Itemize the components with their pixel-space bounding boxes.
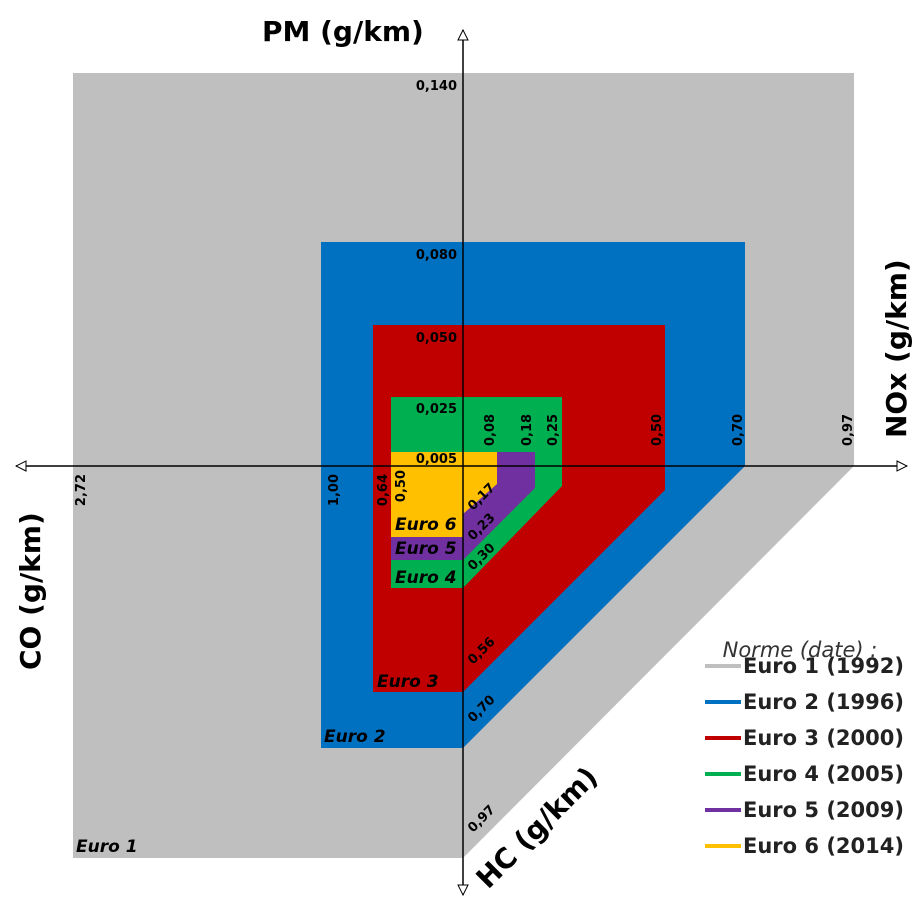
euro-3-label: Euro 3 [377, 672, 439, 692]
legend-label-euro-1: Euro 1 (1992) [743, 654, 904, 678]
nox-tick-label: 0,18 [520, 414, 535, 446]
pm-tick-label: 0,050 [416, 331, 457, 346]
pm-tick-label: 0,005 [416, 452, 457, 467]
nox-axis-title: NOx (g/km) [880, 259, 913, 438]
legend-title: Norme (date) : [723, 638, 878, 662]
legend-label-euro-2: Euro 2 (1996) [743, 690, 904, 714]
pm-axis-title: PM (g/km) [262, 15, 424, 48]
pm-tick-label: 0,025 [416, 402, 457, 417]
co-axis-title: CO (g/km) [14, 512, 47, 670]
pm-tick-labels: 0,140 0,080 0,050 0,025 0,005 [416, 79, 457, 467]
co-tick-label: 0,50 [394, 470, 409, 502]
nox-tick-label: 0,70 [731, 414, 746, 446]
euro-5-label: Euro 5 [395, 539, 457, 559]
nox-tick-label: 0,50 [650, 414, 665, 446]
euro-2-label: Euro 2 [324, 727, 386, 747]
euro-6-polygon [391, 452, 497, 537]
axes [16, 30, 907, 895]
co-tick-label: 1,00 [327, 474, 342, 506]
legend-label-euro-4: Euro 4 (2005) [743, 762, 904, 786]
legend-label-euro-6: Euro 6 (2014) [743, 834, 904, 858]
euro-6-label: Euro 6 [395, 515, 457, 535]
pm-tick-label: 0,140 [416, 79, 457, 94]
pm-tick-label: 0,080 [416, 248, 457, 263]
euro-4-label: Euro 4 [395, 568, 457, 588]
nox-tick-label: 0,25 [546, 414, 561, 446]
legend-label-euro-5: Euro 5 (2009) [743, 798, 904, 822]
co-tick-label: 2,72 [74, 474, 89, 506]
nox-tick-labels: 0,97 0,70 0,50 0,25 0,18 0,08 [483, 414, 856, 446]
nox-tick-label: 0,08 [483, 414, 498, 446]
norm-labels: Euro 1 Euro 2 Euro 3 Euro 4 Euro 5 Euro … [76, 515, 457, 857]
legend: Norme (date) : Euro 1 (1992) Euro 2 (199… [705, 638, 904, 858]
nox-tick-label: 0,97 [841, 414, 856, 446]
legend-label-euro-3: Euro 3 (2000) [743, 726, 904, 750]
co-tick-labels: 2,72 1,00 0,64 0,50 [74, 470, 409, 506]
co-tick-label: 0,64 [376, 474, 391, 506]
euro-1-label: Euro 1 [76, 837, 138, 857]
